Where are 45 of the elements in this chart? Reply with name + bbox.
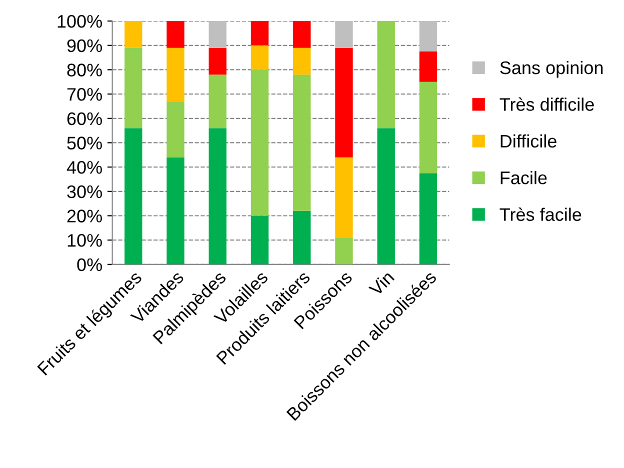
bar — [293, 48, 311, 75]
bar — [166, 48, 184, 102]
bar — [250, 216, 269, 264]
bar — [419, 82, 438, 174]
bar — [335, 48, 353, 158]
bar — [208, 21, 226, 48]
bar — [250, 70, 269, 216]
bar — [419, 21, 438, 52]
y-tick-label: 20% — [67, 210, 102, 222]
bar — [166, 21, 184, 48]
legend-label: Sans opinion — [500, 60, 603, 78]
bar — [250, 45, 269, 70]
y-tick-label: 10% — [68, 234, 102, 247]
bar — [124, 128, 142, 264]
bar — [377, 21, 395, 128]
legend-label: Très difficile — [500, 97, 594, 111]
y-tick-label: 70% — [67, 88, 102, 101]
y-tick-label: 100% — [58, 14, 102, 28]
legend-label: Difficile — [500, 134, 556, 148]
y-tick-label: 40% — [66, 161, 102, 174]
y-tick-label: 30% — [67, 185, 102, 198]
bar — [293, 21, 311, 48]
legend-label: Facile — [500, 171, 547, 184]
bar — [124, 48, 142, 128]
y-tick-label: 0% — [77, 258, 102, 272]
bar — [377, 128, 395, 264]
bar — [419, 173, 438, 264]
bar — [335, 157, 353, 238]
bar — [166, 157, 184, 264]
bar — [335, 238, 353, 264]
y-tick-label: 50% — [67, 136, 102, 150]
bar — [208, 128, 226, 264]
bar — [335, 21, 353, 48]
legend-label: Très facile — [500, 207, 582, 221]
bar — [293, 74, 311, 211]
bar — [293, 210, 311, 264]
y-tick-label: 80% — [67, 64, 102, 76]
y-tick-label: 90% — [67, 39, 102, 52]
bar — [124, 21, 142, 48]
y-tick-label: 60% — [67, 112, 102, 126]
bar — [166, 101, 184, 158]
bar — [419, 51, 438, 82]
bar — [250, 21, 269, 46]
bar — [208, 48, 226, 75]
bar — [208, 74, 226, 128]
